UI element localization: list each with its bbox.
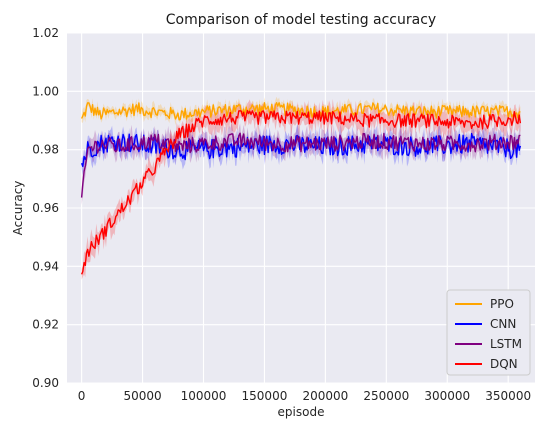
x-tick-label: 0	[78, 389, 86, 403]
series-lines	[80, 102, 522, 275]
x-tick-label: 150000	[242, 389, 288, 403]
y-tick-label: 0.90	[32, 376, 59, 390]
y-tick-label: 0.92	[32, 318, 59, 332]
legend-label-lstm: LSTM	[490, 337, 522, 351]
x-tick-label: 300000	[424, 389, 470, 403]
y-tick-label: 1.00	[32, 84, 59, 98]
y-tick-labels: 0.90 0.92 0.94 0.96 0.98 1.00 1.02	[32, 26, 59, 390]
legend-label-ppo: PPO	[490, 297, 514, 311]
legend: PPO CNN LSTM DQN	[446, 289, 531, 376]
x-tick-label: 50000	[123, 389, 161, 403]
y-tick-label: 0.96	[32, 201, 59, 215]
legend-label-cnn: CNN	[490, 317, 516, 331]
y-axis-label: Accuracy	[11, 181, 25, 236]
legend-label-dqn: DQN	[490, 357, 518, 371]
x-axis-label: episode	[278, 405, 325, 419]
legend-box	[446, 289, 531, 376]
series-line-lstm	[80, 132, 521, 198]
chart-title: Comparison of model testing accuracy	[166, 12, 436, 28]
x-tick-label: 200000	[302, 389, 348, 403]
x-tick-labels: 0 50000 100000 150000 200000 250000 300000 3500…	[78, 389, 531, 403]
x-tick-label: 100000	[181, 389, 227, 403]
y-tick-label: 0.94	[32, 259, 59, 273]
y-tick-label: 0.98	[32, 143, 59, 157]
y-tick-label: 1.02	[32, 26, 59, 40]
x-tick-label: 250000	[363, 389, 409, 403]
series-line-dqn	[80, 109, 522, 275]
x-tick-label: 350000	[485, 389, 531, 403]
series-line-ppo	[80, 102, 521, 121]
